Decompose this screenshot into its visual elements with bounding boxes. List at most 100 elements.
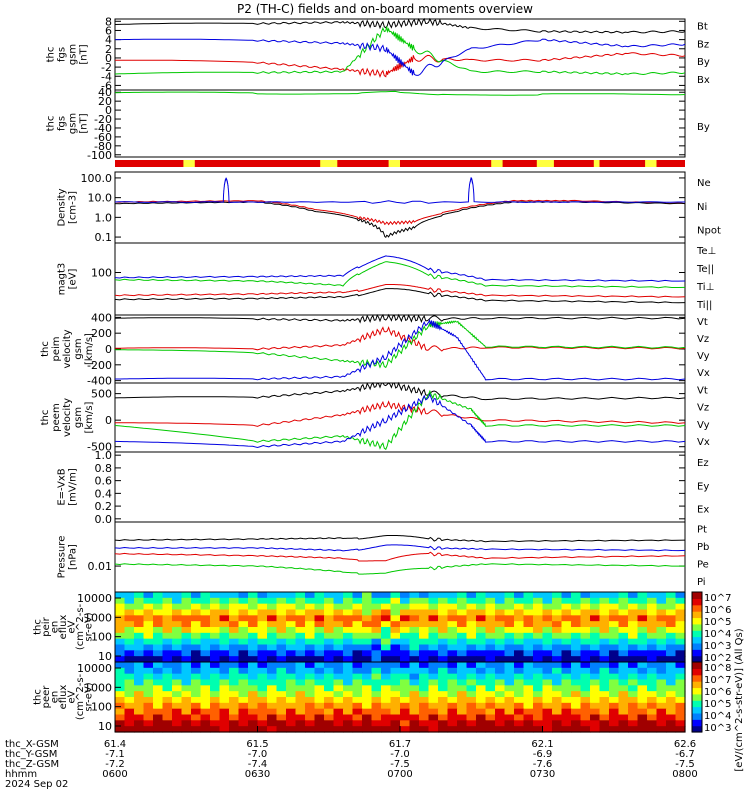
spectrogram-cell	[590, 603, 601, 611]
spectrogram-cell	[200, 609, 211, 616]
spectrogram-cell	[257, 720, 268, 727]
spectrogram-cell	[656, 638, 667, 646]
spectrogram-cell	[172, 632, 183, 640]
series-line-Bz	[115, 52, 686, 79]
spectrogram-cell	[153, 697, 164, 704]
spectrogram-cell	[542, 685, 553, 692]
spectrogram-cell	[191, 632, 202, 640]
spectrogram-cell	[134, 656, 145, 663]
spectrogram-cell	[647, 708, 658, 716]
spectrogram-cell	[143, 656, 154, 663]
spectrogram-cell	[523, 667, 534, 675]
colorbar-cell	[692, 655, 702, 663]
spectrogram-cell	[143, 708, 154, 716]
spectrogram-cell	[191, 673, 202, 681]
legend-entry: Ti||	[696, 300, 712, 311]
series-line-Vx	[114, 392, 686, 449]
spectrogram-cell	[675, 708, 686, 716]
spectrogram-cell	[210, 726, 221, 733]
spectrogram-cell	[324, 720, 335, 727]
spectrogram-cell	[419, 691, 430, 698]
spectrogram-cell	[495, 615, 506, 622]
spectrogram-cell	[571, 714, 582, 721]
spectrogram-cell	[381, 708, 392, 716]
spectrogram-cell	[618, 667, 629, 675]
spectrogram-cell	[267, 667, 278, 675]
y-axis-label: (cm^2-s-	[75, 673, 86, 720]
spectrogram-cell	[267, 685, 278, 692]
spectrogram-cell	[476, 708, 487, 716]
spectrogram-cell	[210, 592, 221, 599]
spectrogram-cell	[656, 679, 667, 686]
spectrogram-cell	[381, 714, 392, 721]
x-row-label: hhmm	[5, 769, 37, 780]
spectrogram-cell	[191, 644, 202, 651]
spectrogram-cell	[257, 638, 268, 646]
spectrogram-cell	[305, 726, 316, 733]
spectrogram-cell	[295, 592, 306, 599]
spectrogram-cell	[419, 644, 430, 651]
spectrogram-cell	[314, 627, 325, 634]
spectrogram-cell	[675, 603, 686, 611]
spectrogram-cell	[599, 621, 610, 628]
spectrogram-cell	[162, 627, 173, 634]
spectrogram-cell	[210, 714, 221, 721]
spectrogram-cell	[618, 615, 629, 622]
spectrogram-cell	[115, 592, 126, 599]
x-tick-label: -7.0	[248, 749, 268, 760]
spectrogram-cell	[191, 702, 202, 710]
spectrogram-cell	[229, 685, 240, 692]
spectrogram-cell	[485, 627, 496, 634]
spectrogram-cell	[485, 720, 496, 727]
spectrogram-cell	[675, 662, 686, 669]
spectrogram-cell	[115, 667, 126, 675]
legend-entry: By	[697, 57, 710, 68]
spectrogram-cell	[675, 621, 686, 628]
spectrogram-cell	[618, 697, 629, 704]
legend-entry: Te||	[696, 264, 714, 275]
spectrogram-cell	[134, 597, 145, 605]
spectrogram-cell	[609, 592, 620, 599]
spectrogram-cell	[523, 685, 534, 692]
colorbar-cell	[692, 623, 702, 631]
spectrogram-cell	[419, 702, 430, 710]
spectrogram-cell	[134, 615, 145, 622]
spectrogram-cell	[485, 708, 496, 716]
spectrogram-cell	[371, 662, 382, 669]
spectrogram-cell	[124, 638, 135, 646]
spectrogram-cell	[143, 691, 154, 698]
spectrogram-cell	[618, 603, 629, 611]
spectrogram-cell	[333, 673, 344, 681]
spectrogram-cell	[305, 603, 316, 611]
spectrogram-cell	[675, 697, 686, 704]
spectrogram-cell	[124, 592, 135, 599]
colorbar-cell	[692, 712, 702, 720]
spectrogram-cell	[286, 615, 297, 622]
spectrogram-cell	[324, 609, 335, 616]
spectrogram-cell	[400, 592, 411, 599]
series-line-Vy	[115, 320, 686, 369]
spectrogram-cell	[371, 603, 382, 611]
spectrogram-cell	[172, 697, 183, 704]
spectrogram-cell	[514, 644, 525, 651]
spectrogram-cell	[200, 667, 211, 675]
spectrogram-cell	[276, 662, 287, 669]
y-tick-label: 1000	[84, 681, 112, 694]
spectrogram-cell	[523, 592, 534, 599]
spectrogram-cell	[276, 726, 287, 733]
spectrogram-cell	[115, 609, 126, 616]
spectrogram-cell	[552, 632, 563, 640]
spectrogram-cell	[333, 638, 344, 646]
spectrogram-cell	[409, 603, 420, 611]
spectrogram-cell	[628, 638, 639, 646]
x-tick-label: 62.6	[674, 739, 696, 750]
spectrogram-cell	[343, 697, 354, 704]
spectrogram-cell	[495, 673, 506, 681]
spectrogram-cell	[219, 708, 230, 716]
spectrogram-cell	[628, 697, 639, 704]
spectrogram-cell	[162, 638, 173, 646]
spectrogram-cell	[390, 656, 401, 663]
